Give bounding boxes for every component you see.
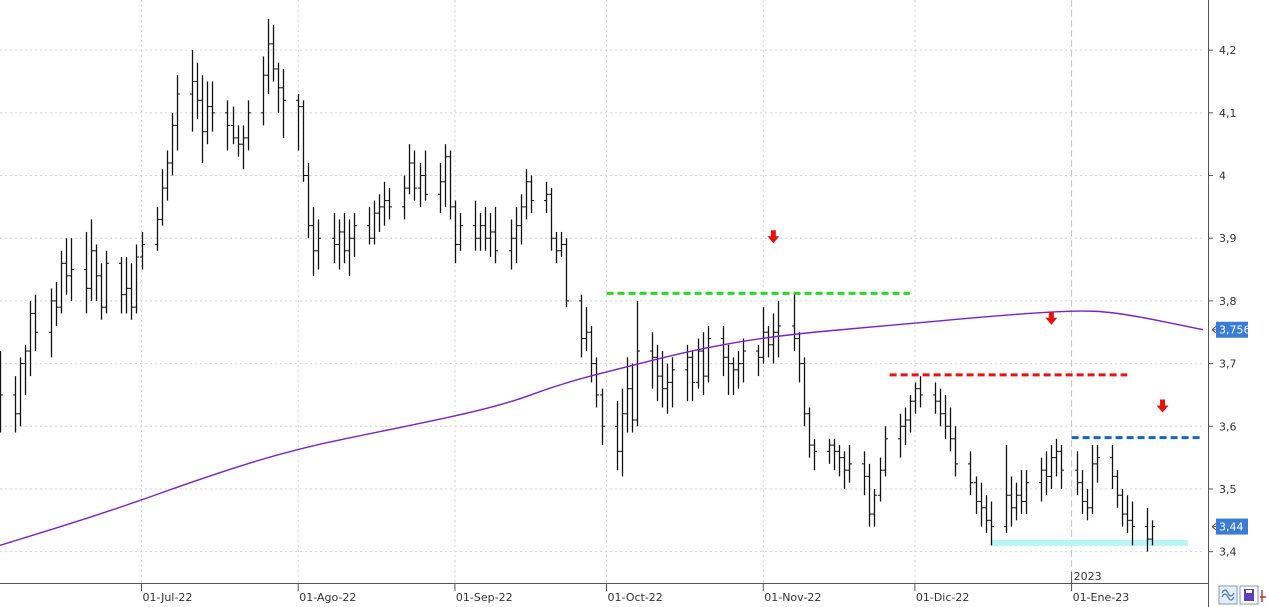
down-arrow-icon xyxy=(767,230,780,244)
y-tick-label: 4,2 xyxy=(1219,44,1237,57)
y-tick-label: 3,4 xyxy=(1219,546,1237,559)
save-icon-slot xyxy=(1246,590,1252,593)
moving-average-line xyxy=(0,310,1204,547)
x-tick-label: 01-Jul-22 xyxy=(143,591,193,604)
ma-last-label-text: 3,756 xyxy=(1219,324,1251,337)
chart-mode-button xyxy=(1218,585,1238,605)
price-labels: 3,756 3,44 xyxy=(1211,321,1251,535)
grid xyxy=(0,0,1203,583)
x-axis-panel xyxy=(0,583,1266,607)
y-tick-label: 3,8 xyxy=(1219,295,1237,308)
ohlc-bars xyxy=(0,18,1155,552)
down-arrow-icon xyxy=(1156,399,1169,413)
support-band-rect xyxy=(990,539,1188,546)
year-label: 2023 xyxy=(1074,570,1102,583)
y-tick-label: 3,7 xyxy=(1219,358,1237,371)
bottom-toolbar xyxy=(1218,585,1266,605)
x-tick-label: 01-Nov-22 xyxy=(764,591,821,604)
last-price-label-box xyxy=(1216,518,1248,535)
save-icon xyxy=(1244,589,1254,601)
y-axis-panel xyxy=(1203,0,1266,607)
pin-icon xyxy=(1260,590,1266,602)
y-tick-label: 3,6 xyxy=(1219,420,1237,433)
ma-last-label-box xyxy=(1216,321,1248,338)
y-tick-label: 4 xyxy=(1219,170,1226,183)
down-arrow-icon xyxy=(1045,311,1058,325)
signal-arrows xyxy=(767,230,1169,413)
last-price-label-text: 3,44 xyxy=(1219,521,1244,534)
y-tick-label: 3,9 xyxy=(1219,232,1237,245)
y-tick-label: 4,1 xyxy=(1219,107,1237,120)
x-tick-label: 01-Ene-23 xyxy=(1073,591,1130,604)
x-tick-label: 01-Ago-22 xyxy=(299,591,356,604)
support-band xyxy=(990,539,1188,546)
x-tick-label: 01-Oct-22 xyxy=(608,591,663,604)
y-tick-label: 3,5 xyxy=(1219,483,1237,496)
moving-average xyxy=(0,310,1204,547)
x-tick-label: 01-Sep-22 xyxy=(456,591,513,604)
wave-icon xyxy=(1221,589,1235,601)
x-tick-label: 01-Dic-22 xyxy=(916,591,970,604)
resistance-lines xyxy=(606,291,1203,440)
